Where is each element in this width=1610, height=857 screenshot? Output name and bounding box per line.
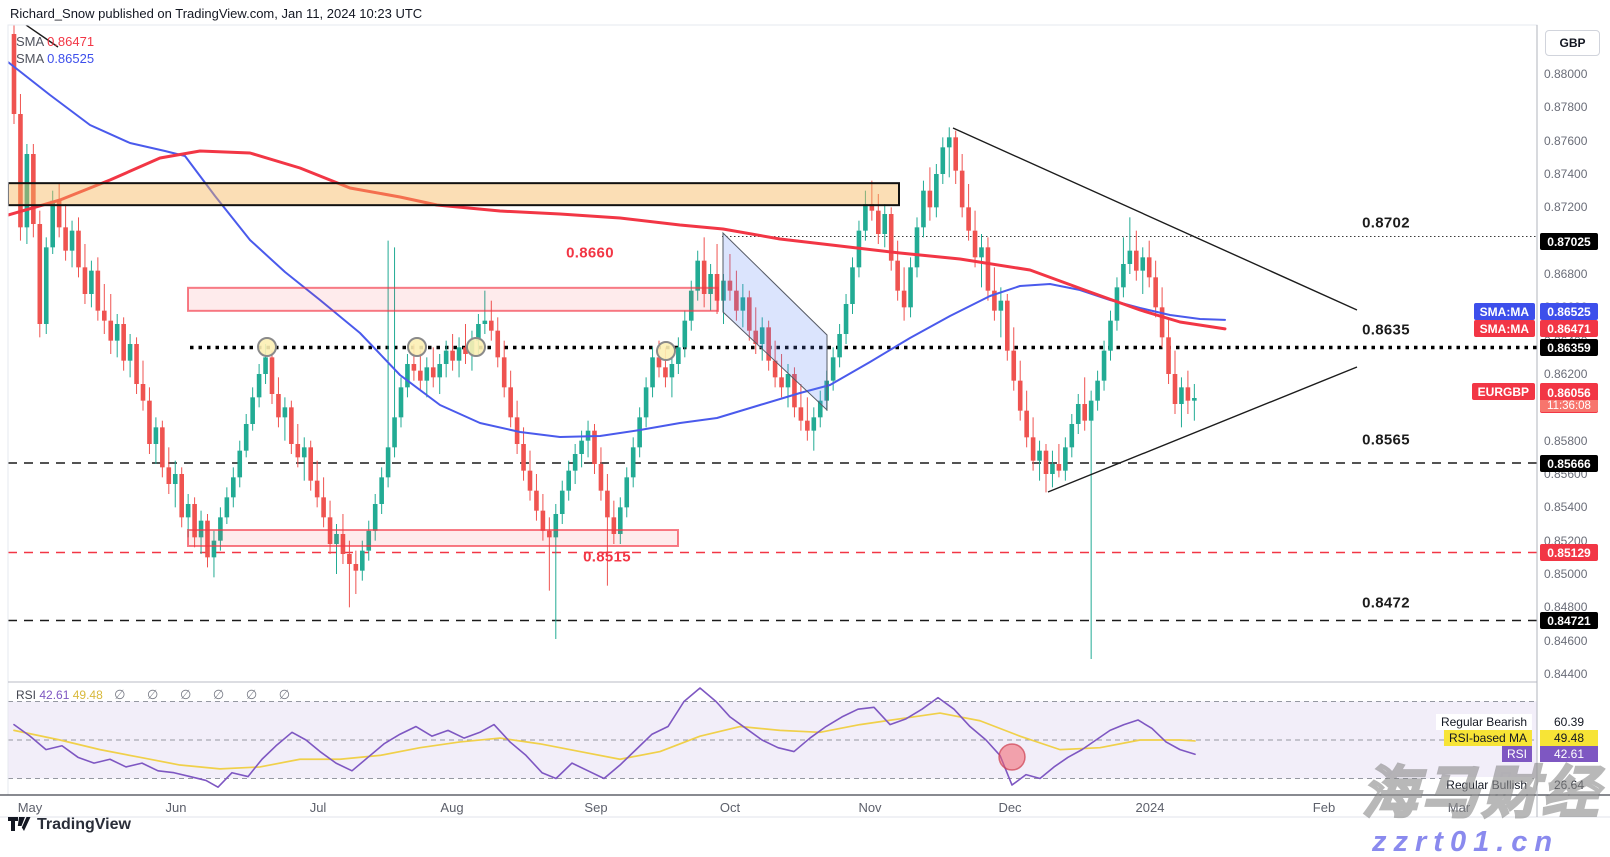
time-tick-nov: Nov [858,800,882,815]
tradingview-logo-icon [8,816,31,831]
price-tick: 0.87200 [1544,200,1588,215]
axis-badge-0.86359: 0.86359 [1540,339,1598,356]
time-tick-oct: Oct [719,800,741,815]
sma-value: 0.86525 [47,51,95,66]
price-tick: 0.84800 [1544,600,1588,615]
time-tick-dec: Dec [998,800,1022,815]
level-label-0.8565: 0.8565 [1362,431,1410,449]
level-label-0.8660: 0.8660 [566,244,614,262]
axis-badge-0.86525: 0.86525 [1540,303,1598,320]
rsi-empty-params: ∅ ∅ ∅ ∅ ∅ ∅ [114,687,300,702]
time-tick-feb: Feb [1312,800,1336,815]
time-tick-mar: Mar [1447,800,1471,815]
rsi-marker-label-bullish: Regular Bullish [1441,777,1532,793]
price-tick: 0.87800 [1544,100,1588,115]
rsi-marker-label-ma: RSI-based MA [1443,730,1532,746]
countdown-timer: 11:36:08 [1540,399,1598,412]
series-badge-SMA:MA: SMA:MA [1473,320,1535,337]
rsi-indicator-legend[interactable]: RSI 42.61 49.48 ∅ ∅ ∅ ∅ ∅ ∅ [16,687,299,703]
time-tick-jun: Jun [165,800,187,815]
price-tick: 0.86800 [1544,267,1588,281]
rsi-marker-value-bullish: 26.64 [1553,778,1585,792]
time-tick-may: May [17,800,43,815]
time-tick-jul: Jul [309,800,327,815]
sma-value: 0.86471 [47,34,95,49]
level-label-0.8472: 0.8472 [1362,594,1410,612]
price-tick: 0.84600 [1544,633,1588,648]
price-tick: 0.88000 [1544,67,1588,81]
chart-attribution-title: Richard_Snow published on TradingView.co… [10,6,423,21]
watermark-url: zzrt01.cn [1372,826,1560,857]
rsi-value: 42.61 [39,688,70,702]
watermark-cjk: 海马财经 [1361,760,1602,826]
series-badge-EURGBP: EURGBP [1471,383,1535,400]
axis-badge-0.85666: 0.85666 [1540,455,1598,472]
sma-label: SMA [16,51,44,66]
price-tick: 0.85000 [1544,567,1588,581]
tradingview-logo[interactable]: TradingView [8,816,131,834]
axis-badge-0.87025: 0.87025 [1540,233,1598,250]
axis-badge-0.85129: 0.85129 [1540,544,1598,561]
level-label-0.8702: 0.8702 [1362,214,1410,232]
series-badge-SMA:MA: SMA:MA [1473,303,1535,320]
price-tick: 0.85800 [1544,433,1588,448]
time-tick-2024: 2024 [1135,800,1165,815]
rsi-marker-value-rsi: 42.61 [1540,746,1598,762]
level-label-0.8635: 0.8635 [1362,321,1410,339]
axis-badge-0.86056: 0.86056 11:36:08 [1540,383,1598,413]
rsi-marker-value-bearish: 60.39 [1553,715,1585,729]
price-tick: 0.86200 [1544,367,1588,381]
price-tick: 0.85400 [1544,500,1588,515]
price-tick: 0.87600 [1544,133,1588,148]
rsi-label: RSI [16,688,37,702]
level-label-0.8515: 0.8515 [583,548,631,566]
price-tick: 0.84400 [1544,667,1588,681]
last-price-value: 0.86056 [1547,385,1591,400]
rsi-marker-value-ma: 49.48 [1540,730,1598,746]
price-tick: 0.87400 [1544,167,1588,181]
currency-toggle-button[interactable]: GBP [1545,30,1600,56]
rsi-ma-value: 49.48 [72,688,103,702]
rsi-marker-label-bearish: Regular Bearish [1435,714,1532,730]
rsi-marker-label-rsi: RSI [1501,746,1532,762]
tradingview-logo-text: TradingView [37,816,131,833]
axis-badge-0.84721: 0.84721 [1540,612,1598,629]
axis-badge-0.86471: 0.86471 [1540,320,1598,337]
time-tick-aug: Aug [440,800,464,815]
sma-legend-blue[interactable]: SMA 0.86525 [16,51,94,66]
time-tick-sep: Sep [584,800,608,815]
sma-legend-red[interactable]: SMA 0.86471 [16,34,94,49]
sma-label: SMA [16,34,44,49]
